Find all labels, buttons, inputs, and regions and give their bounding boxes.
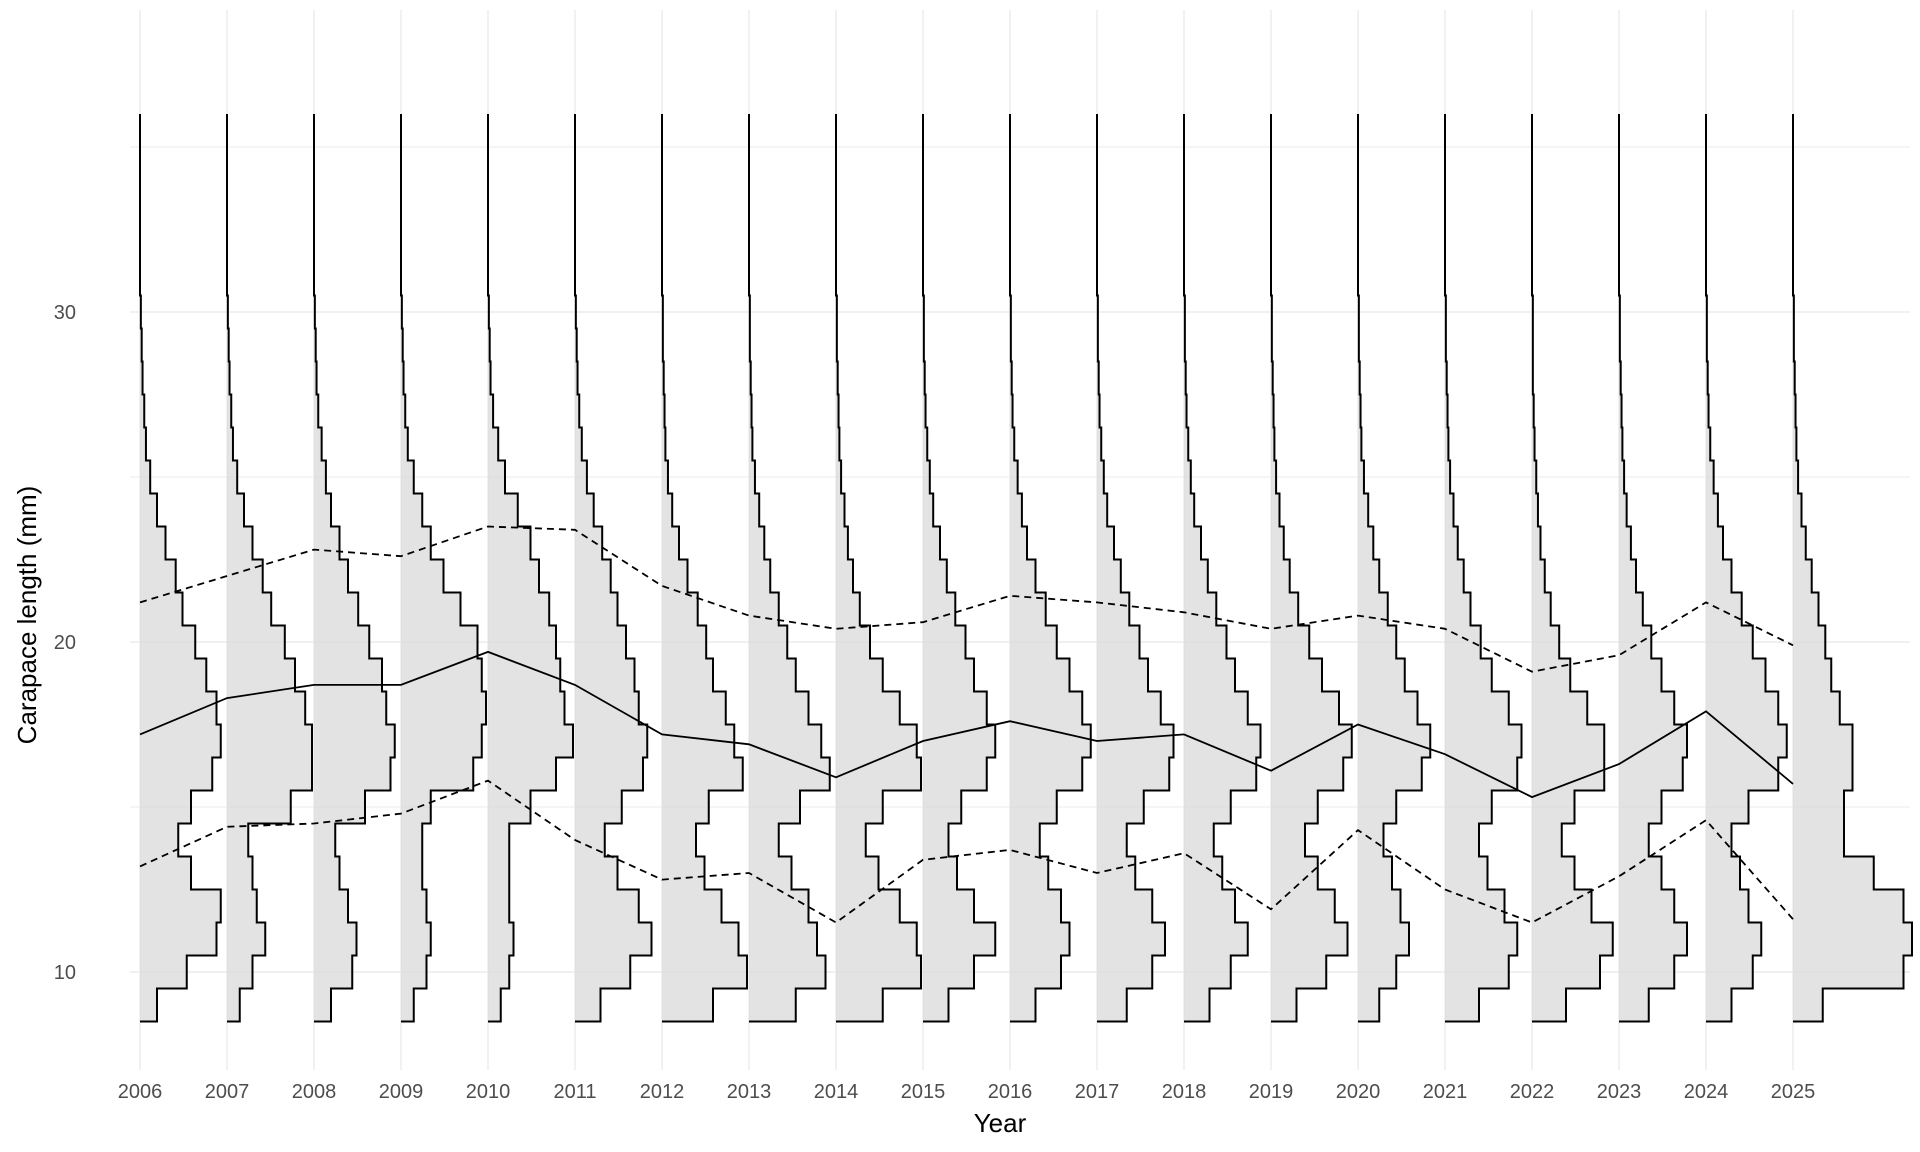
histogram-fill-2019	[1271, 114, 1352, 1022]
histogram-fill-2022	[1532, 114, 1613, 1022]
x-tick-label: 2021	[1423, 1081, 1468, 1103]
histogram-outline-2023	[1618, 114, 1688, 1023]
x-tick-label: 2023	[1597, 1081, 1642, 1103]
histogram-outline-2010	[487, 114, 574, 1023]
histogram-outline-2007	[226, 114, 313, 1023]
x-tick-label: 2006	[118, 1081, 163, 1103]
histogram-outline-2021	[1444, 114, 1523, 1023]
histogram-outline-2025	[1792, 114, 1913, 1023]
histogram-fill-2015	[923, 114, 996, 1022]
y-tick-label: 10	[54, 962, 76, 984]
y-tick-label: 20	[54, 632, 76, 654]
histogram-fill-2016	[1010, 114, 1091, 1022]
trend-lines	[139, 525, 1794, 924]
histogram-outline-2008	[313, 114, 396, 1023]
histogram-outline-2019	[1270, 114, 1353, 1023]
histogram-outline-2009	[400, 114, 487, 1023]
x-tick-label: 2015	[901, 1081, 946, 1103]
lower-bound-line	[139, 779, 1794, 924]
x-tick-label: 2012	[640, 1081, 685, 1103]
x-tick-label: 2013	[727, 1081, 772, 1103]
histogram-fill-2006	[140, 114, 221, 1022]
histogram-outline-2015	[922, 114, 997, 1023]
histogram-outline-2020	[1357, 114, 1432, 1023]
histogram-fill-2007	[227, 114, 312, 1022]
histogram-fill-2018	[1184, 114, 1261, 1022]
histogram-outline-2006	[139, 114, 222, 1023]
x-tick-label: 2014	[814, 1081, 859, 1103]
x-tick-label: 2016	[988, 1081, 1033, 1103]
histogram-fill-2025	[1793, 114, 1912, 1022]
histogram-fill-2017	[1097, 114, 1174, 1022]
x-tick-label: 2018	[1162, 1081, 1207, 1103]
x-tick-label: 2009	[379, 1081, 424, 1103]
x-tick-label: 2008	[292, 1081, 337, 1103]
histogram-outline-2018	[1183, 114, 1262, 1023]
histogram-fill-2008	[314, 114, 395, 1022]
x-tick-label: 2025	[1771, 1081, 1816, 1103]
histogram-fill-2020	[1358, 114, 1431, 1022]
histogram-fill-2023	[1619, 114, 1687, 1022]
y-tick-label: 30	[54, 302, 76, 324]
histogram-fill-2011	[575, 114, 652, 1022]
mean-line	[139, 650, 1794, 799]
histogram-outline-2024	[1705, 114, 1788, 1023]
histogram-outline-2017	[1096, 114, 1175, 1023]
histogram-fill-2014	[836, 114, 921, 1022]
histogram-fill-2010	[488, 114, 573, 1022]
histograms	[139, 114, 1913, 1023]
histogram-outline-2022	[1531, 114, 1614, 1023]
x-tick-label: 2019	[1249, 1081, 1294, 1103]
x-tick-label: 2017	[1075, 1081, 1120, 1103]
histogram-fill-2024	[1706, 114, 1787, 1022]
x-tick-label: 2020	[1336, 1081, 1381, 1103]
tick-labels: 2006 2007 2008 2009 2010 2011 2012 2013 2014 2015…	[54, 302, 1816, 1103]
histogram-outline-2013	[748, 114, 831, 1023]
histogram-fill-2021	[1445, 114, 1522, 1022]
x-tick-label: 2011	[553, 1081, 596, 1103]
x-tick-label: 2007	[205, 1081, 250, 1103]
x-tick-label: 2022	[1510, 1081, 1555, 1103]
histogram-outline-2012	[661, 114, 748, 1023]
histogram-outline-2014	[835, 114, 922, 1023]
histogram-fill-2012	[662, 114, 747, 1022]
x-axis-title: Year	[974, 1108, 1027, 1138]
x-tick-label: 2010	[466, 1081, 511, 1103]
upper-bound-line	[139, 525, 1794, 673]
histogram-fill-2013	[749, 114, 830, 1022]
histogram-outline-2011	[574, 114, 653, 1023]
x-tick-label: 2024	[1684, 1081, 1729, 1103]
histogram-outline-2016	[1009, 114, 1092, 1023]
y-axis-title: Carapace length (mm)	[12, 486, 42, 745]
